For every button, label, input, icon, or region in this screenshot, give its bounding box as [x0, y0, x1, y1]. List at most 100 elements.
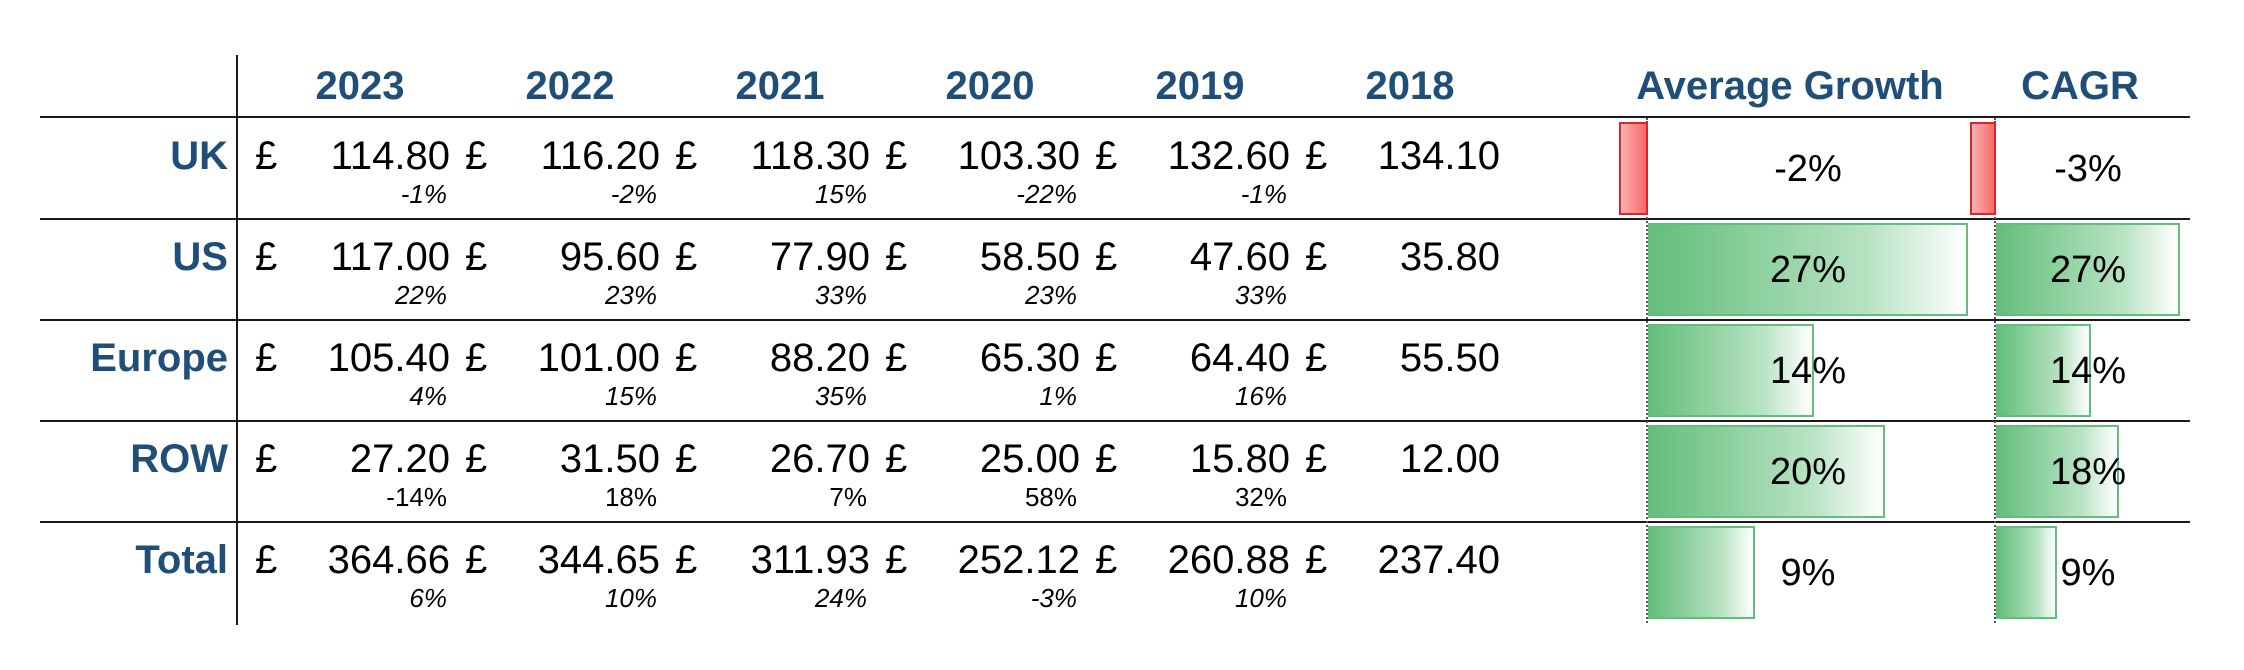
yoy-change: 23%	[604, 280, 657, 310]
currency-symbol: £	[675, 134, 698, 178]
row-divider	[40, 319, 2190, 321]
average-growth-value: 14%	[1769, 350, 1847, 392]
amount-value: 118.30	[750, 134, 870, 178]
currency-symbol: £	[1095, 336, 1118, 380]
currency-symbol: £	[1305, 336, 1328, 380]
currency-symbol: £	[675, 538, 698, 582]
currency-symbol: £	[1095, 134, 1118, 178]
cagr-bar	[1996, 324, 2091, 417]
currency-symbol: £	[675, 336, 698, 380]
average-growth-header: Average Growth	[1636, 64, 1944, 108]
year-header: 2019	[1155, 64, 1245, 108]
year-header: 2020	[945, 64, 1035, 108]
row-label: Europe	[90, 336, 228, 380]
currency-symbol: £	[255, 336, 278, 380]
amount-value: 65.30	[979, 336, 1080, 380]
cagr-axis	[1994, 118, 1996, 623]
currency-symbol: £	[1095, 437, 1118, 481]
yoy-change: 24%	[814, 583, 867, 613]
currency-symbol: £	[465, 538, 488, 582]
amount-value: 35.80	[1399, 235, 1500, 279]
row-divider	[40, 521, 2190, 523]
yoy-change: -3%	[1030, 583, 1077, 613]
currency-symbol: £	[1305, 235, 1328, 279]
currency-symbol: £	[1095, 538, 1118, 582]
amount-value: 77.90	[769, 235, 870, 279]
average-growth-value: 9%	[1780, 552, 1836, 594]
currency-symbol: £	[885, 538, 908, 582]
currency-symbol: £	[465, 336, 488, 380]
currency-symbol: £	[255, 437, 278, 481]
yoy-change: -2%	[610, 179, 657, 209]
amount-value: 105.40	[327, 336, 450, 380]
amount-value: 117.00	[330, 235, 450, 279]
year-header: 2018	[1365, 64, 1455, 108]
currency-symbol: £	[1305, 538, 1328, 582]
cagr-bar	[1970, 122, 1996, 215]
currency-symbol: £	[885, 235, 908, 279]
avg-growth-axis	[1646, 118, 1648, 623]
amount-value: 64.40	[1189, 336, 1290, 380]
cagr-value: 27%	[2049, 249, 2127, 291]
amount-value: 12.00	[1399, 437, 1500, 481]
amount-value: 260.88	[1167, 538, 1290, 582]
average-growth-value: 20%	[1769, 451, 1847, 493]
yoy-change: 18%	[604, 482, 657, 512]
cagr-bar	[1996, 526, 2057, 619]
row-label: Total	[135, 538, 228, 582]
currency-symbol: £	[255, 235, 278, 279]
amount-value: 237.40	[1377, 538, 1500, 582]
yoy-change: 15%	[814, 179, 867, 209]
cagr-value: 14%	[2049, 350, 2127, 392]
amount-value: 58.50	[979, 235, 1080, 279]
amount-value: 27.20	[349, 437, 450, 481]
row-label: UK	[170, 134, 228, 178]
yoy-change: 58%	[1024, 482, 1077, 512]
currency-symbol: £	[675, 437, 698, 481]
amount-value: 311.93	[750, 538, 870, 582]
yoy-change: 22%	[394, 280, 447, 310]
average-growth-value: 27%	[1769, 249, 1847, 291]
yoy-change: 10%	[604, 583, 657, 613]
yoy-change: 1%	[1039, 381, 1077, 411]
yoy-change: 33%	[814, 280, 867, 310]
yoy-change: -1%	[1240, 179, 1287, 209]
year-header: 2021	[735, 64, 825, 108]
amount-value: 101.00	[537, 336, 660, 380]
amount-value: 26.70	[769, 437, 870, 481]
row-divider	[40, 420, 2190, 422]
currency-symbol: £	[465, 235, 488, 279]
currency-symbol: £	[1095, 235, 1118, 279]
cagr-header: CAGR	[2021, 64, 2139, 108]
header-divider	[40, 116, 2190, 118]
currency-symbol: £	[1305, 134, 1328, 178]
cagr-bar	[1996, 223, 2180, 316]
average-growth-bar	[1648, 425, 1885, 518]
year-header: 2022	[525, 64, 615, 108]
amount-value: 15.80	[1189, 437, 1290, 481]
amount-value: 88.20	[769, 336, 870, 380]
yoy-change: 7%	[829, 482, 867, 512]
cagr-value: 9%	[2060, 552, 2116, 594]
amount-value: 55.50	[1399, 336, 1500, 380]
currency-symbol: £	[465, 134, 488, 178]
row-label-divider	[236, 55, 238, 625]
average-growth-bar	[1619, 122, 1648, 215]
amount-value: 116.20	[540, 134, 660, 178]
yoy-change: 15%	[604, 381, 657, 411]
year-header: 2023	[315, 64, 405, 108]
yoy-change: 4%	[409, 381, 447, 411]
yoy-change: -1%	[400, 179, 447, 209]
yoy-change: -14%	[386, 482, 447, 512]
yoy-change: -22%	[1016, 179, 1077, 209]
amount-value: 132.60	[1167, 134, 1290, 178]
amount-value: 344.65	[537, 538, 660, 582]
yoy-change: 32%	[1234, 482, 1287, 512]
currency-symbol: £	[465, 437, 488, 481]
cagr-value: 18%	[2049, 451, 2127, 493]
yoy-change: 6%	[409, 583, 447, 613]
amount-value: 25.00	[979, 437, 1080, 481]
average-growth-bar	[1648, 324, 1814, 417]
cagr-value: -3%	[2054, 148, 2122, 190]
